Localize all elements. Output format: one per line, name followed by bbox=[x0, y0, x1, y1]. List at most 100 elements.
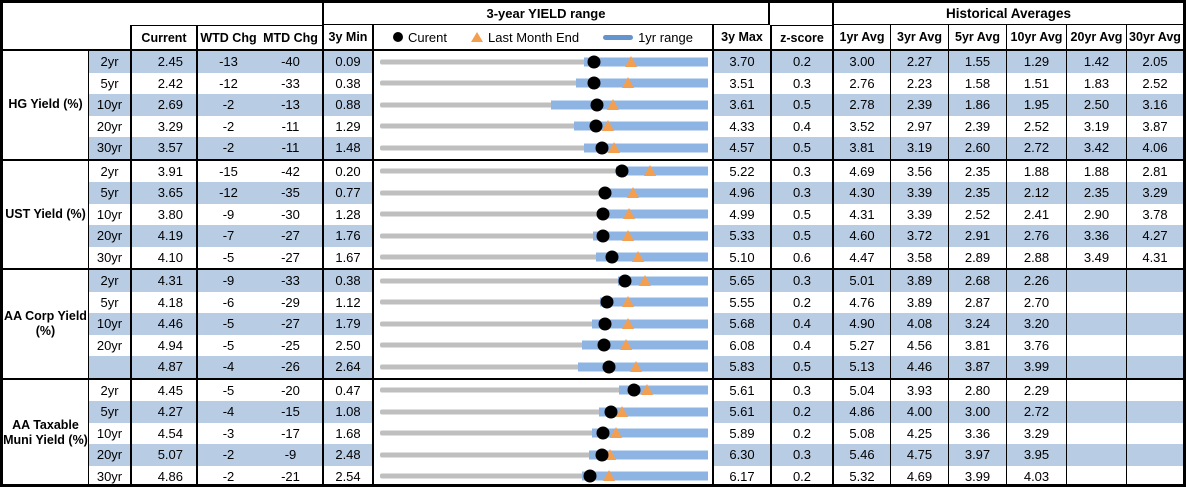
header-blank-left bbox=[3, 3, 322, 25]
current-yield-cell: 3.65 bbox=[130, 182, 196, 204]
3y-range-track bbox=[380, 278, 706, 284]
z-score-cell: 0.2 bbox=[770, 51, 832, 73]
avg-cell-1yr-avg: 3.81 bbox=[832, 137, 890, 159]
min-3y-cell: 1.79 bbox=[322, 313, 372, 335]
range-plot bbox=[380, 335, 708, 357]
3y-range-track bbox=[380, 299, 706, 305]
mtd-chg-cell: -29 bbox=[281, 294, 300, 310]
1yr-range-bar bbox=[582, 471, 708, 481]
last-month-end-marker bbox=[624, 55, 637, 67]
tenor-cell: 10yr bbox=[88, 313, 130, 335]
avg-cell-1yr-avg: 2.78 bbox=[832, 94, 890, 116]
avg-cell-5yr-avg: 3.00 bbox=[948, 401, 1006, 423]
avg-cell-30yr-avg: 4.31 bbox=[1126, 246, 1183, 268]
max-3y-cell: 5.83 bbox=[712, 356, 770, 378]
avg-cell-20yr-avg bbox=[1066, 401, 1126, 423]
avg-cell-5yr-avg: 2.80 bbox=[948, 379, 1006, 401]
avg-cell-1yr-avg: 4.90 bbox=[832, 313, 890, 335]
current-marker bbox=[605, 250, 619, 264]
1yr-range-bar bbox=[619, 385, 708, 395]
avg-cell-30yr-avg bbox=[1126, 465, 1183, 484]
max-3y-cell: 5.61 bbox=[712, 379, 770, 401]
last-month-end-marker bbox=[622, 296, 635, 308]
column-header-wtd-chg: WTD Chg bbox=[196, 25, 259, 49]
current-marker bbox=[602, 360, 616, 374]
table-row: 20yr 5.07 -2 -9 2.48 6.30 0.3 5.46 4.75 3.97 3.95 bbox=[88, 444, 1183, 466]
legend-item-last-month-end: Last Month End bbox=[471, 30, 579, 45]
avg-cell-10yr-avg: 4.03 bbox=[1006, 465, 1066, 484]
avg-cell-3yr-avg: 4.69 bbox=[890, 465, 948, 484]
chart-legend: Curent Last Month End 1yr range bbox=[372, 25, 712, 49]
max-3y-cell: 6.30 bbox=[712, 444, 770, 466]
avg-cell-1yr-avg: 3.52 bbox=[832, 115, 890, 137]
avg-cell-5yr-avg: 2.60 bbox=[948, 137, 1006, 159]
last-month-end-marker bbox=[607, 98, 620, 110]
avg-cell-1yr-avg: 4.86 bbox=[832, 401, 890, 423]
table-row: 10yr 4.54 -3 -17 1.68 5.89 0.2 5.08 4.25 3.36 3.29 bbox=[88, 422, 1183, 445]
avg-cell-30yr-avg bbox=[1126, 444, 1183, 466]
min-3y-cell: 0.20 bbox=[322, 160, 372, 182]
current-yield-cell: 3.57 bbox=[130, 137, 196, 159]
avg-cell-5yr-avg: 2.89 bbox=[948, 246, 1006, 268]
min-3y-cell: 0.77 bbox=[322, 182, 372, 204]
avg-cell-3yr-avg: 3.56 bbox=[890, 160, 948, 182]
table-row: 30yr 3.57 -2 -11 1.48 4.57 0.5 3.81 3.19 2.60 2.72… bbox=[88, 137, 1183, 159]
avg-cell-10yr-avg: 2.76 bbox=[1006, 225, 1066, 247]
avg-cell-5yr-avg: 2.68 bbox=[948, 270, 1006, 292]
mtd-chg-cell: -20 bbox=[281, 382, 300, 398]
3y-range-track bbox=[380, 233, 706, 239]
last-month-end-marker bbox=[601, 120, 614, 132]
range-chart-cell bbox=[372, 94, 712, 116]
avg-cell-30yr-avg: 2.05 bbox=[1126, 51, 1183, 73]
3y-range-track bbox=[380, 80, 706, 86]
avg-cell-5yr-avg: 2.35 bbox=[948, 160, 1006, 182]
avg-cell-30yr-avg bbox=[1126, 334, 1183, 356]
mtd-chg-cell: -42 bbox=[281, 163, 300, 179]
range-chart-cell bbox=[372, 422, 712, 445]
mtd-chg-cell: -30 bbox=[281, 206, 300, 222]
avg-cell-10yr-avg: 3.29 bbox=[1006, 422, 1066, 444]
range-chart-cell bbox=[372, 160, 712, 182]
current-yield-cell: 2.45 bbox=[130, 51, 196, 73]
min-3y-cell: 0.38 bbox=[322, 72, 372, 94]
tenor-cell: 5yr bbox=[88, 401, 130, 423]
min-3y-cell: 2.48 bbox=[322, 444, 372, 466]
1yr-range-bar bbox=[596, 252, 708, 262]
avg-cell-10yr-avg: 1.88 bbox=[1006, 160, 1066, 182]
column-header-20yr-avg: 20yr Avg bbox=[1066, 25, 1126, 49]
range-plot bbox=[380, 247, 708, 269]
group-label: UST Yield (%) bbox=[3, 160, 88, 268]
max-3y-cell: 6.08 bbox=[712, 334, 770, 356]
avg-cell-20yr-avg bbox=[1066, 379, 1126, 401]
min-3y-cell: 0.09 bbox=[322, 51, 372, 73]
avg-cell-3yr-avg: 4.46 bbox=[890, 356, 948, 378]
range-plot bbox=[380, 204, 708, 226]
1yr-range-bar bbox=[582, 340, 708, 350]
avg-cell-20yr-avg: 3.42 bbox=[1066, 137, 1126, 159]
z-score-cell: 0.4 bbox=[770, 334, 832, 356]
min-3y-cell: 1.68 bbox=[322, 422, 372, 444]
last-month-end-marker bbox=[621, 317, 634, 329]
avg-cell-1yr-avg: 5.08 bbox=[832, 422, 890, 444]
wtd-chg-cell: -5 bbox=[196, 379, 259, 401]
table-row: 20yr 3.29 -2 -11 1.29 4.33 0.4 3.52 2.97 2.39 2.52… bbox=[88, 115, 1183, 137]
last-month-end-marker bbox=[626, 186, 639, 198]
current-marker bbox=[615, 164, 629, 178]
column-header-3y-max: 3y Max bbox=[712, 25, 770, 49]
3y-range-track bbox=[380, 387, 706, 393]
range-plot bbox=[380, 356, 708, 378]
table-row: 5yr 4.18 -6 -29 1.12 5.55 0.2 4.76 3.89 2.87 2.70 bbox=[88, 291, 1183, 313]
avg-cell-20yr-avg: 3.19 bbox=[1066, 115, 1126, 137]
max-3y-cell: 5.65 bbox=[712, 270, 770, 292]
avg-cell-10yr-avg: 2.72 bbox=[1006, 137, 1066, 159]
range-plot bbox=[380, 423, 708, 445]
wtd-chg-cell: -2 bbox=[196, 465, 259, 484]
min-3y-cell: 1.29 bbox=[322, 115, 372, 137]
1yr-range-bar bbox=[578, 362, 708, 372]
header-row-1: 3-year YIELD range Historical Averages bbox=[3, 3, 1183, 25]
range-chart-cell bbox=[372, 356, 712, 378]
max-3y-cell: 3.70 bbox=[712, 51, 770, 73]
avg-cell-5yr-avg: 1.55 bbox=[948, 51, 1006, 73]
avg-cell-5yr-avg: 2.87 bbox=[948, 291, 1006, 313]
current-marker bbox=[598, 186, 612, 200]
